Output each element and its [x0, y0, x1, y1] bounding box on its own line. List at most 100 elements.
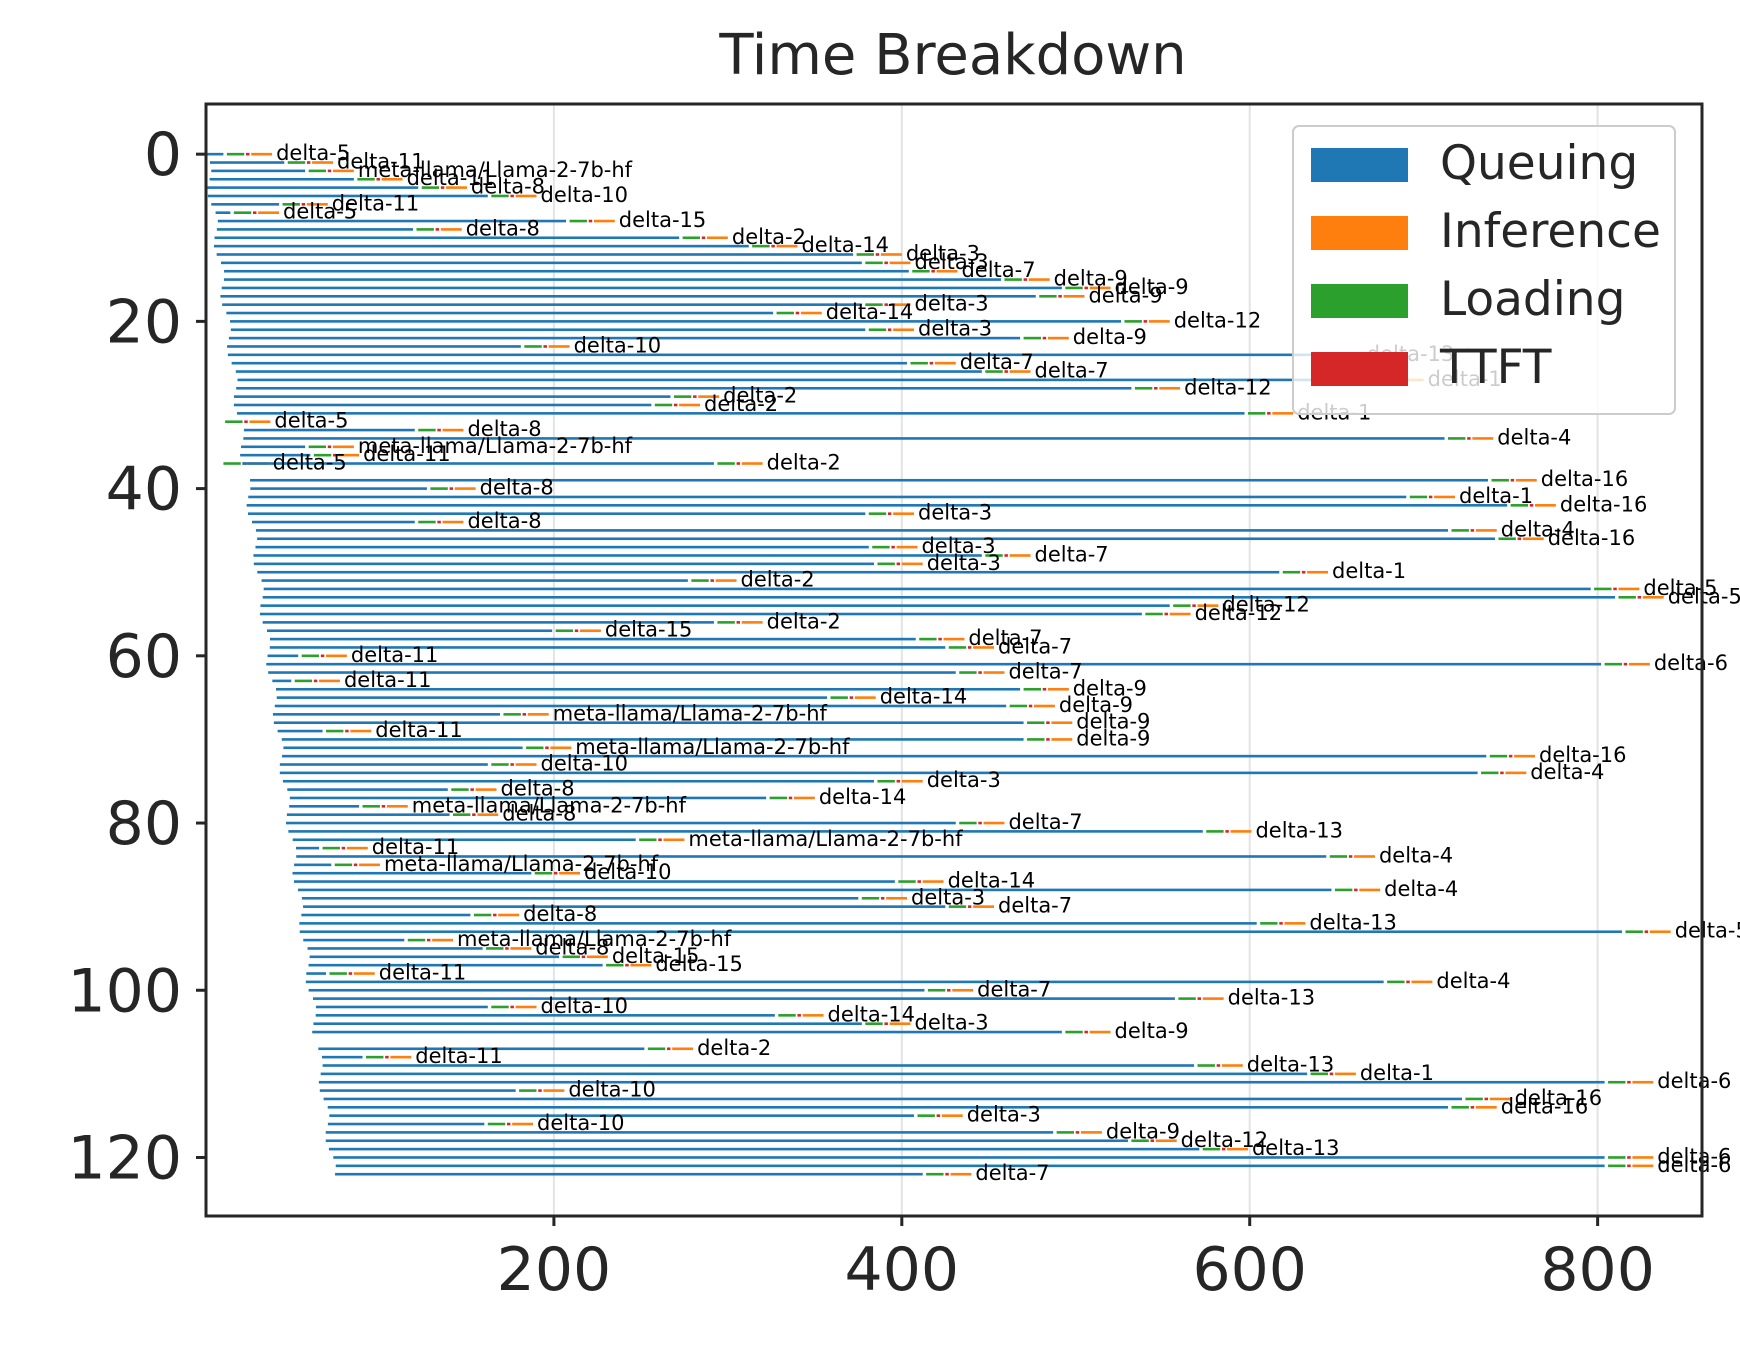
bar-label: delta-5: [276, 141, 350, 165]
loading-bar: [1594, 587, 1612, 591]
loading-bar: [985, 554, 1003, 557]
loading-bar: [717, 462, 735, 465]
queuing-bar: [325, 1139, 1128, 1143]
inference-bar: [1649, 930, 1671, 934]
bar-label: delta-11: [332, 191, 420, 215]
loading-bar: [491, 194, 509, 198]
ttft-bar: [437, 428, 441, 432]
queuing-bar: [248, 495, 1407, 499]
queuing-bar: [272, 713, 500, 716]
loading-bar: [1465, 1097, 1483, 1101]
bar-label: delta-10: [574, 333, 662, 357]
loading-bar: [1387, 980, 1405, 984]
ttft-bar: [673, 403, 678, 407]
queuing-bar: [279, 763, 488, 766]
y-tick-label: 0: [144, 120, 182, 190]
ttft-bar: [1225, 830, 1229, 833]
inference-bar: [1155, 1139, 1177, 1143]
loading-bar: [1498, 537, 1516, 541]
queuing-bar: [259, 612, 1142, 616]
bar-label: delta-16: [1548, 526, 1636, 550]
inference-bar: [548, 345, 570, 348]
plot-frame: [204, 102, 1704, 1218]
bar-label: delta-14: [828, 1002, 916, 1026]
bar-label: delta-6: [1657, 1153, 1731, 1177]
ttft-bar: [1613, 587, 1617, 591]
bar-label: delta-10: [541, 183, 629, 207]
bar-label: delta-3: [915, 250, 989, 274]
ttft-bar: [341, 846, 346, 850]
inference-bar: [586, 955, 608, 959]
inference-bar: [1535, 504, 1556, 507]
queuing-bar: [307, 947, 483, 950]
queuing-bar: [233, 403, 652, 407]
queuing-bar: [274, 704, 1007, 708]
loading-bar: [1004, 278, 1022, 281]
ttft-bar: [522, 713, 527, 716]
ttft-bar: [1084, 286, 1088, 290]
queuing-bar: [296, 855, 1327, 858]
ttft-bar: [1637, 595, 1642, 599]
loading-bar: [877, 779, 895, 783]
inference-bar: [390, 1055, 412, 1059]
loading-bar: [366, 1055, 384, 1059]
inference-bar: [381, 177, 403, 181]
queuing-bar: [228, 336, 1021, 340]
loading-bar: [1625, 930, 1643, 934]
queuing-bar: [262, 621, 714, 624]
bar-label: delta-11: [337, 150, 425, 174]
ttft-bar: [320, 654, 325, 658]
bar-label: delta-8: [471, 175, 545, 199]
inference-bar: [952, 988, 974, 992]
ttft-bar: [1150, 1139, 1155, 1143]
inference-bar: [515, 763, 537, 766]
queuing-bar: [287, 788, 448, 791]
bar-label: delta-8: [535, 935, 609, 959]
ttft-bar: [244, 420, 248, 424]
ttft-bar: [505, 947, 509, 950]
bar-label: meta-llama/Llama-2-7b-hf: [412, 793, 687, 817]
bar-label: delta-12: [1181, 1128, 1269, 1152]
loading-bar: [606, 963, 624, 967]
ttft-bar: [1058, 295, 1062, 298]
queuing-bar: [267, 654, 299, 658]
ttft-bar: [1192, 604, 1196, 607]
loading-bar: [326, 729, 344, 733]
queuing-bar: [257, 570, 1280, 574]
x-tick-label: 400: [845, 1235, 960, 1305]
ttft-bar: [917, 880, 921, 883]
queuing-bar: [263, 587, 1591, 591]
bar-label: delta-16: [1539, 743, 1627, 767]
queuing-bar: [288, 830, 1203, 833]
bar-label: delta-2: [741, 568, 815, 592]
ttft-bar: [353, 863, 358, 867]
inference-bar: [1515, 478, 1537, 482]
queuing-bar: [266, 662, 1602, 666]
ttft-bar: [625, 963, 629, 967]
queuing-bar: [299, 922, 1257, 925]
inference-bar: [1359, 888, 1381, 892]
inference-bar: [630, 963, 652, 967]
bar-label: delta-11: [375, 718, 463, 742]
loading-bar: [717, 621, 735, 624]
queuing-bar: [289, 805, 360, 808]
queuing-bar: [227, 345, 521, 348]
ttft-bar: [880, 896, 885, 900]
loading-bar: [1039, 295, 1057, 298]
loading-bar: [1124, 320, 1142, 323]
queuing-bar: [320, 1072, 1308, 1076]
queuing-bar: [301, 896, 859, 900]
queuing-bar: [325, 1131, 1054, 1134]
inference-bar: [1080, 1131, 1102, 1134]
inference-bar: [477, 813, 499, 816]
bar-label: delta-10: [584, 860, 672, 884]
loading-bar: [1197, 1064, 1215, 1067]
queuing-bar: [283, 746, 523, 750]
ttft-bar: [588, 219, 593, 223]
ttft-bar: [1484, 1097, 1489, 1101]
queuing-bar: [268, 671, 956, 674]
bar-label-layer: delta-5delta-11meta-llama/Llama-2-7b-hfd…: [273, 141, 1740, 1185]
ttft-bar: [543, 345, 547, 348]
legend-swatch-inference: [1311, 216, 1408, 250]
queuing-bar: [273, 721, 1024, 725]
